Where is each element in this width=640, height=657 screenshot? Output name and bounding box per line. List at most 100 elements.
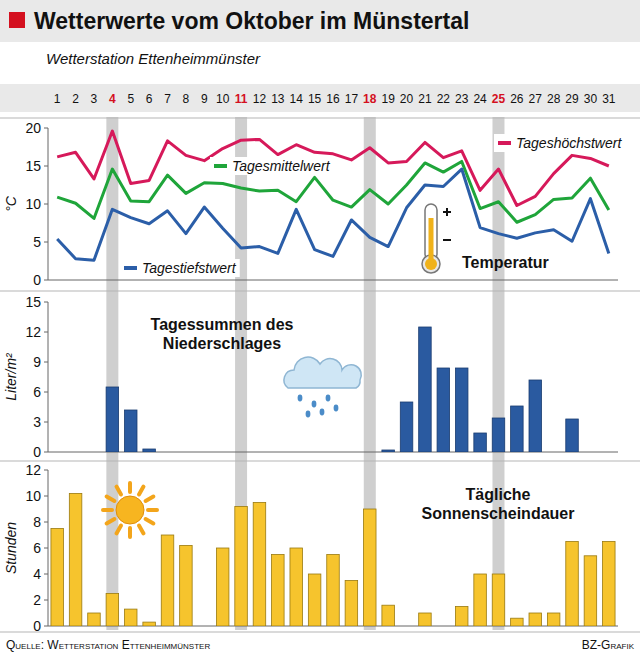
thermometer-bulb-fill (425, 258, 437, 270)
sun-ray (139, 526, 144, 534)
series-label: Tagesmittelwert (232, 158, 331, 174)
day-label: 17 (345, 92, 359, 106)
y-tick (44, 166, 48, 167)
y-tick-label: 6 (33, 384, 41, 400)
bar (272, 452, 285, 453)
sun-ray (128, 528, 132, 537)
y-tick (44, 242, 48, 243)
y-tick (44, 470, 48, 471)
y-tick (44, 422, 48, 423)
bar (161, 452, 174, 453)
day-label: 18 (363, 92, 377, 106)
panel-separator (0, 118, 640, 119)
y-tick-label: 12 (25, 462, 41, 478)
cloud-icon (284, 357, 361, 417)
day-label: 7 (164, 92, 171, 106)
bar (198, 452, 211, 453)
temperature-line (57, 169, 609, 260)
y-tick (44, 626, 48, 627)
raindrop (326, 395, 331, 402)
bar (69, 493, 82, 626)
bar (290, 548, 303, 626)
day-row-background (0, 84, 640, 112)
day-label: 29 (565, 92, 579, 106)
y-tick (44, 522, 48, 523)
raindrop (320, 409, 325, 416)
figure: Wetterwerte vom Oktober im MünstertalWet… (0, 0, 640, 657)
thermometer-fill (429, 218, 434, 262)
series-label-background (120, 259, 240, 277)
sun-ray (117, 526, 122, 534)
y-tick (44, 280, 48, 281)
bar (290, 452, 303, 453)
bar (547, 452, 560, 453)
bar (419, 327, 432, 452)
bar (364, 509, 377, 626)
bar (529, 613, 542, 626)
bar (382, 450, 395, 452)
bar (345, 452, 358, 453)
highlight-band (106, 117, 118, 630)
y-axis-title: Stunden (3, 522, 19, 574)
raindrop (306, 411, 311, 418)
bar (327, 452, 340, 453)
bar (272, 555, 285, 627)
y-tick (44, 392, 48, 393)
day-label: 30 (584, 92, 598, 106)
day-label: 24 (473, 92, 487, 106)
raindrop (298, 395, 303, 402)
day-label: 12 (253, 92, 267, 106)
sun-disc (116, 496, 144, 524)
y-tick (44, 362, 48, 363)
thermometer-signs (443, 208, 451, 240)
bar (143, 449, 156, 452)
day-label: 11 (235, 92, 248, 106)
plot-area (51, 493, 615, 626)
sun-ray (128, 483, 132, 492)
day-label: 15 (308, 92, 322, 106)
series-key (214, 164, 227, 168)
y-tick (44, 332, 48, 333)
bar (51, 452, 64, 453)
y-axis-title: Liter/m² (3, 352, 19, 401)
bar (400, 626, 413, 627)
bar (308, 452, 321, 453)
bar (253, 452, 266, 453)
y-tick (44, 548, 48, 549)
day-label: 6 (146, 92, 153, 106)
raindrop (312, 401, 317, 408)
bar (106, 594, 119, 627)
bar (437, 368, 450, 452)
sun-ray (146, 497, 154, 502)
y-axis-title: °C (3, 195, 19, 212)
panel-title-line: Tägliche (466, 486, 531, 503)
bar (603, 452, 616, 453)
title-marker (9, 12, 25, 28)
bar (437, 626, 450, 627)
y-tick-label: 2 (33, 592, 41, 608)
bar (492, 418, 505, 452)
day-label: 27 (529, 92, 543, 106)
day-label: 10 (216, 92, 230, 106)
series-label-background (494, 134, 625, 152)
bar (180, 452, 193, 453)
credit: BZ-Grafik (582, 638, 635, 652)
day-label: 22 (437, 92, 451, 106)
day-label: 9 (201, 92, 208, 106)
panel-separator (0, 291, 640, 292)
panel-title: TäglicheSonnenscheindauer (422, 486, 575, 522)
y-tick-label: 5 (33, 234, 41, 250)
bar (253, 503, 266, 627)
raindrop (334, 405, 339, 412)
y-tick-label: 8 (33, 514, 41, 530)
bar (106, 387, 119, 452)
thermometer-icon (422, 204, 451, 273)
y-tick (44, 574, 48, 575)
bar (69, 452, 82, 453)
bar (198, 626, 211, 627)
panel-title: Tagessummen desNiederschlages (151, 316, 294, 352)
y-tick (44, 496, 48, 497)
bar (124, 410, 137, 452)
day-label: 14 (290, 92, 304, 106)
series-key (124, 266, 137, 270)
